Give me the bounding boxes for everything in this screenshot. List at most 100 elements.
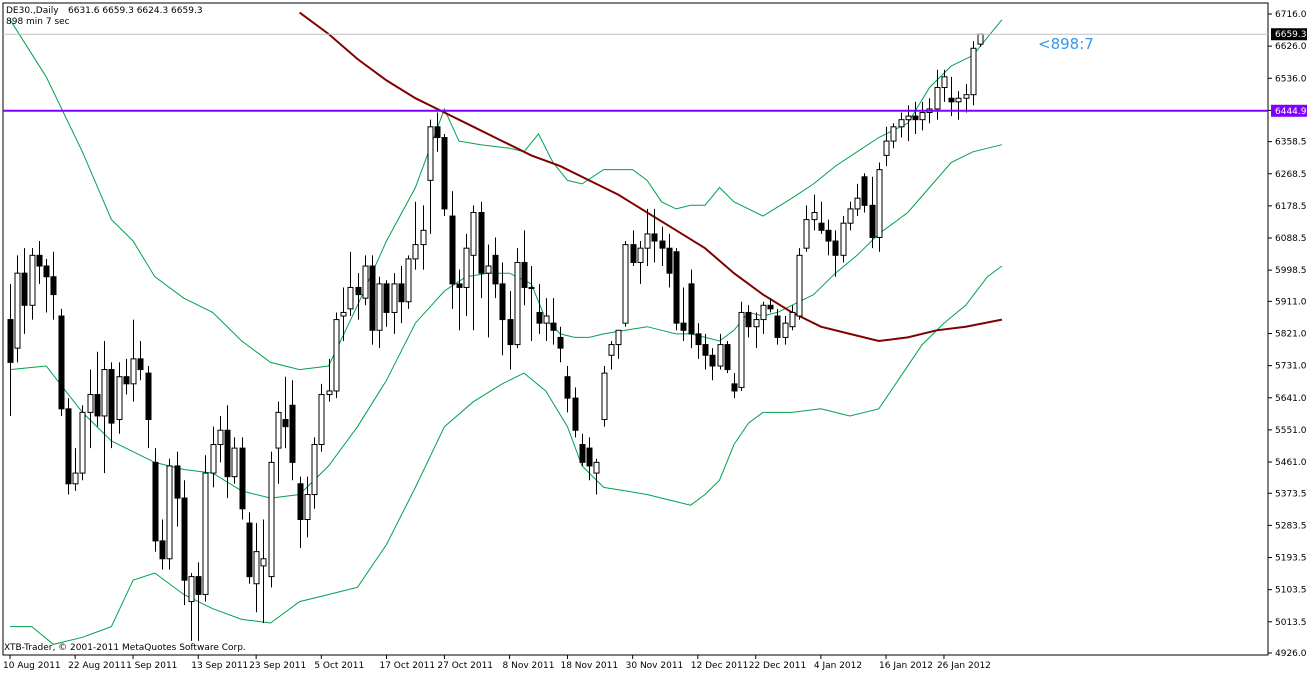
candle <box>369 255 376 345</box>
candle-body-bullish <box>210 444 217 474</box>
candle <box>58 308 65 416</box>
candle-body-bullish <box>268 461 275 578</box>
candle-body-bearish <box>43 265 50 278</box>
candle-body-bullish <box>72 472 79 485</box>
candle <box>434 112 441 152</box>
candle-body-bullish <box>376 283 383 331</box>
y-tick-label: 6268.5 <box>1275 170 1307 180</box>
candle <box>948 76 955 117</box>
candle <box>941 69 948 102</box>
x-tick-label: 17 Oct 2011 <box>379 661 435 671</box>
candle-body-bearish <box>579 444 586 463</box>
candle-body-bearish <box>108 369 115 424</box>
candle-body-bearish <box>434 126 441 139</box>
candle-body-bullish <box>717 344 724 367</box>
candle <box>463 233 470 317</box>
candle <box>717 333 724 370</box>
horizontal-line-price-tag-text: 6444.9 <box>1275 107 1307 117</box>
candle-body-bullish <box>622 244 629 324</box>
candle-body-bearish <box>680 322 687 331</box>
y-tick-label: 6358.5 <box>1275 138 1307 148</box>
candle-body-bullish <box>955 97 962 103</box>
candle <box>796 248 803 320</box>
candle-body-bullish <box>202 472 209 595</box>
candle-body-bullish <box>934 87 941 110</box>
candle <box>666 233 673 288</box>
candle-body-bullish <box>760 304 767 321</box>
candle-body-bullish <box>87 394 94 413</box>
y-tick-label: 5103.5 <box>1275 586 1307 596</box>
candle <box>861 173 868 213</box>
y-tick-label: 5821.0 <box>1275 330 1307 340</box>
candle-body-bearish <box>586 447 593 467</box>
candle-body-bearish <box>369 265 376 331</box>
candle-body-bullish <box>217 429 224 446</box>
candle <box>347 251 354 317</box>
candle-body-bullish <box>847 208 854 224</box>
candle <box>767 298 774 313</box>
candle <box>456 269 463 331</box>
candle <box>108 362 115 449</box>
candle-body-bearish <box>499 283 506 321</box>
candle <box>174 451 181 527</box>
candle-body-bullish <box>615 329 622 346</box>
candle <box>188 573 195 641</box>
candle <box>130 319 137 402</box>
candle-body-bearish <box>724 344 731 371</box>
candle-body-bearish <box>492 254 499 285</box>
y-tick-label: 6178.5 <box>1275 202 1307 212</box>
candle <box>123 358 130 395</box>
candle-body-bearish <box>152 461 159 542</box>
candle <box>159 519 166 570</box>
x-tick-label: 4 Jan 2012 <box>814 661 862 671</box>
candle <box>825 219 832 256</box>
candle-body-bearish <box>702 344 709 356</box>
candle-body-bearish <box>521 261 528 288</box>
candle-body-bullish <box>485 265 492 274</box>
candle-body-bearish <box>564 376 571 399</box>
candle-body-bearish <box>861 176 868 206</box>
candle <box>355 273 362 320</box>
candle-body-bullish <box>116 376 123 421</box>
x-tick-label: 30 Nov 2011 <box>626 661 684 671</box>
candle-body-bullish <box>260 558 267 567</box>
candle <box>485 244 492 338</box>
candle <box>217 415 224 463</box>
candle-body-bearish <box>36 254 43 267</box>
candle-body-bullish <box>79 411 86 474</box>
candle-body-bullish <box>29 254 36 306</box>
candle-body-bearish <box>478 211 485 274</box>
candle-body-bearish <box>536 311 543 324</box>
candle <box>695 323 702 359</box>
candle-body-bullish <box>311 444 318 495</box>
candle-body-bullish <box>593 461 600 474</box>
candle-body-bearish <box>456 283 463 288</box>
candle <box>181 480 188 606</box>
candle <box>412 201 419 270</box>
candle-body-bearish <box>688 283 695 335</box>
x-tick-label: 27 Oct 2011 <box>437 661 493 671</box>
x-tick-label: 1 Sep 2011 <box>126 661 177 671</box>
candle-body-bearish <box>550 322 557 331</box>
candle-body-bullish <box>14 272 21 349</box>
candle-body-bullish <box>543 315 550 324</box>
candle <box>275 401 282 484</box>
candle <box>202 455 209 602</box>
x-tick-label: 8 Nov 2011 <box>503 661 555 671</box>
y-tick-label: 5373.5 <box>1275 489 1307 499</box>
candle <box>955 91 962 120</box>
candle-body-bearish <box>825 229 832 242</box>
candle <box>420 205 427 270</box>
candle-body-bearish <box>224 429 231 478</box>
candle-body-bullish <box>362 265 369 299</box>
candle-body-bearish <box>630 244 637 263</box>
candle <box>630 230 637 267</box>
candle-body-bearish <box>145 372 152 421</box>
horizontal-line-price-tag-box <box>1271 104 1307 117</box>
y-tick-label: 5461.0 <box>1275 458 1307 468</box>
candle <box>398 266 405 324</box>
candle-body-bullish <box>318 394 325 446</box>
candle-body-bearish <box>572 397 579 431</box>
